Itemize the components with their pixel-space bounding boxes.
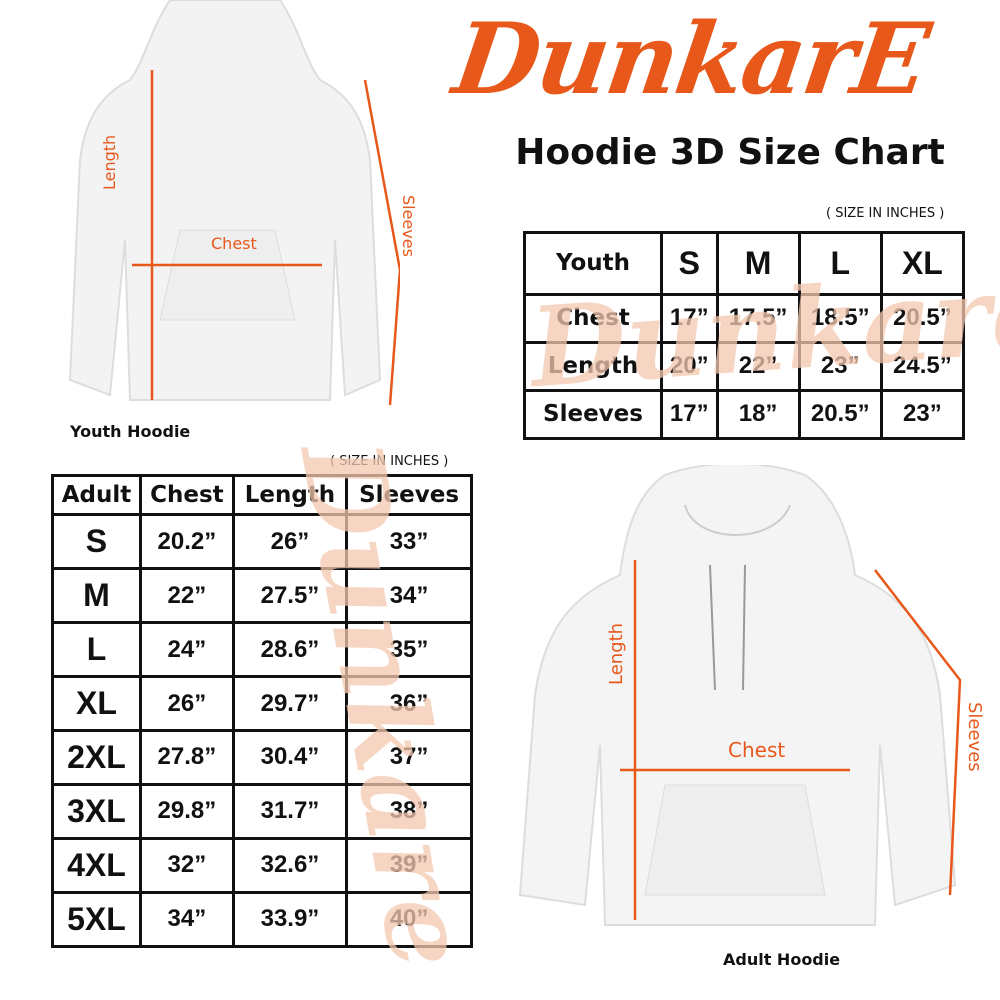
youth-size-table: Youth S M L XL Chest 17” 17.5” 18.5” 20.5” Length 2… [522, 231, 966, 441]
value-cell: 18” [715, 388, 801, 441]
value-cell: 20.5” [797, 388, 883, 441]
table-row: S 20.2” 26” 33” [51, 513, 473, 571]
value-cell: 26” [231, 513, 349, 571]
value-cell: 33.9” [231, 890, 349, 949]
value-cell: 40” [345, 890, 473, 949]
value-cell: 38” [345, 782, 473, 840]
value-cell: 20” [660, 340, 719, 392]
row-label-cell: 3XL [51, 782, 142, 840]
youth-hoodie-image [68, 0, 400, 406]
header-cell: M [715, 231, 801, 296]
value-cell: 34” [345, 567, 473, 625]
value-cell: 33” [345, 513, 473, 571]
row-label-cell: M [51, 567, 142, 625]
row-label-cell: S [51, 513, 142, 571]
table-row: 4XL 32” 32.6” 39” [51, 836, 473, 894]
sleeves-arrow [874, 569, 962, 896]
header-cell: S [660, 231, 719, 296]
table-row: 3XL 29.8” 31.7” 38” [51, 782, 473, 840]
table-row: XL 26” 29.7” 36” [51, 675, 473, 732]
youth-unit-note: ( SIZE IN INCHES ) [826, 206, 945, 221]
table-row: 2XL 27.8” 30.4” 37” [51, 729, 473, 786]
value-cell: 31.7” [231, 782, 349, 840]
value-cell: 23” [797, 340, 883, 392]
adult-size-table: Adult Chest Length Sleeves S 20.2” 26” 33” M 22” 2… [51, 473, 473, 949]
adult-hoodie-image [518, 465, 962, 926]
value-cell: 32” [138, 836, 235, 894]
header-cell: Sleeves [345, 473, 473, 517]
value-cell: 36” [345, 675, 473, 732]
adult-length-label: Length [606, 622, 627, 685]
adult-sleeves-label: Sleeves [964, 702, 985, 772]
value-cell: 22” [138, 567, 235, 625]
value-cell: 39” [345, 836, 473, 894]
value-cell: 24” [138, 621, 235, 679]
value-cell: 37” [345, 729, 473, 786]
header-cell: Adult [51, 473, 142, 517]
header-cell: Length [231, 473, 349, 517]
value-cell: 17” [660, 292, 719, 344]
value-cell: 20.5” [879, 292, 966, 344]
value-cell: 30.4” [231, 729, 349, 786]
header-cell: Youth [522, 231, 664, 296]
youth-chest-label: Chest [211, 234, 257, 253]
value-cell: 34” [138, 890, 235, 949]
value-cell: 23” [879, 388, 966, 441]
row-label-cell: L [51, 621, 142, 679]
adult-hoodie-caption: Adult Hoodie [723, 950, 841, 969]
brand-logo: DunkarE [446, 2, 935, 117]
row-label-cell: 2XL [51, 729, 142, 786]
value-cell: 24.5” [879, 340, 966, 392]
value-cell: 27.5” [231, 567, 349, 625]
row-label-cell: 5XL [51, 890, 142, 949]
value-cell: 28.6” [231, 621, 349, 679]
adult-unit-note: ( SIZE IN INCHES ) [330, 454, 449, 469]
header-cell: L [797, 231, 883, 296]
youth-sleeves-label: Sleeves [399, 195, 418, 257]
row-label-cell: Sleeves [522, 388, 664, 441]
sleeves-arrow [363, 79, 400, 406]
value-cell: 17.5” [715, 292, 801, 344]
table-row: M 22” 27.5” 34” [51, 567, 473, 625]
youth-hoodie-caption: Youth Hoodie [70, 422, 191, 441]
value-cell: 32.6” [231, 836, 349, 894]
row-label-cell: Length [522, 340, 664, 392]
table-row: L 24” 28.6” 35” [51, 621, 473, 679]
value-cell: 17” [660, 388, 719, 441]
header-cell: XL [879, 231, 966, 296]
value-cell: 29.7” [231, 675, 349, 732]
table-row: Sleeves 17” 18” 20.5” 23” [522, 388, 966, 441]
value-cell: 18.5” [797, 292, 883, 344]
value-cell: 29.8” [138, 782, 235, 840]
table-row: Length 20” 22” 23” 24.5” [522, 340, 966, 392]
table-row: 5XL 34” 33.9” 40” [51, 890, 473, 949]
adult-chest-label: Chest [728, 738, 786, 762]
value-cell: 26” [138, 675, 235, 732]
value-cell: 35” [345, 621, 473, 679]
value-cell: 20.2” [138, 513, 235, 571]
header-cell: Chest [138, 473, 235, 517]
page-title: Hoodie 3D Size Chart [515, 132, 945, 173]
row-label-cell: 4XL [51, 836, 142, 894]
row-label-cell: Chest [522, 292, 664, 344]
row-label-cell: XL [51, 675, 142, 732]
table-row: Chest 17” 17.5” 18.5” 20.5” [522, 292, 966, 344]
youth-length-label: Length [100, 134, 119, 190]
value-cell: 27.8” [138, 729, 235, 786]
value-cell: 22” [715, 340, 801, 392]
